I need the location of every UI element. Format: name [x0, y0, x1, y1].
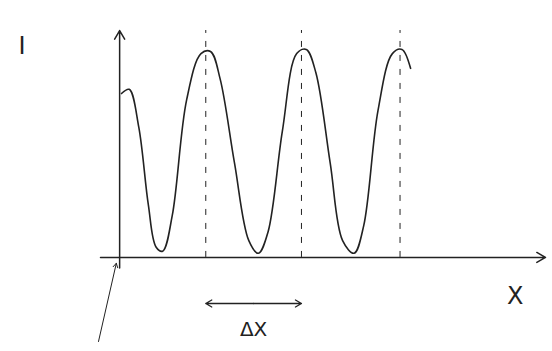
- svg-text:X: X: [507, 282, 523, 310]
- svg-text:ΔX: ΔX: [240, 317, 268, 341]
- svg-text:I: I: [19, 32, 26, 60]
